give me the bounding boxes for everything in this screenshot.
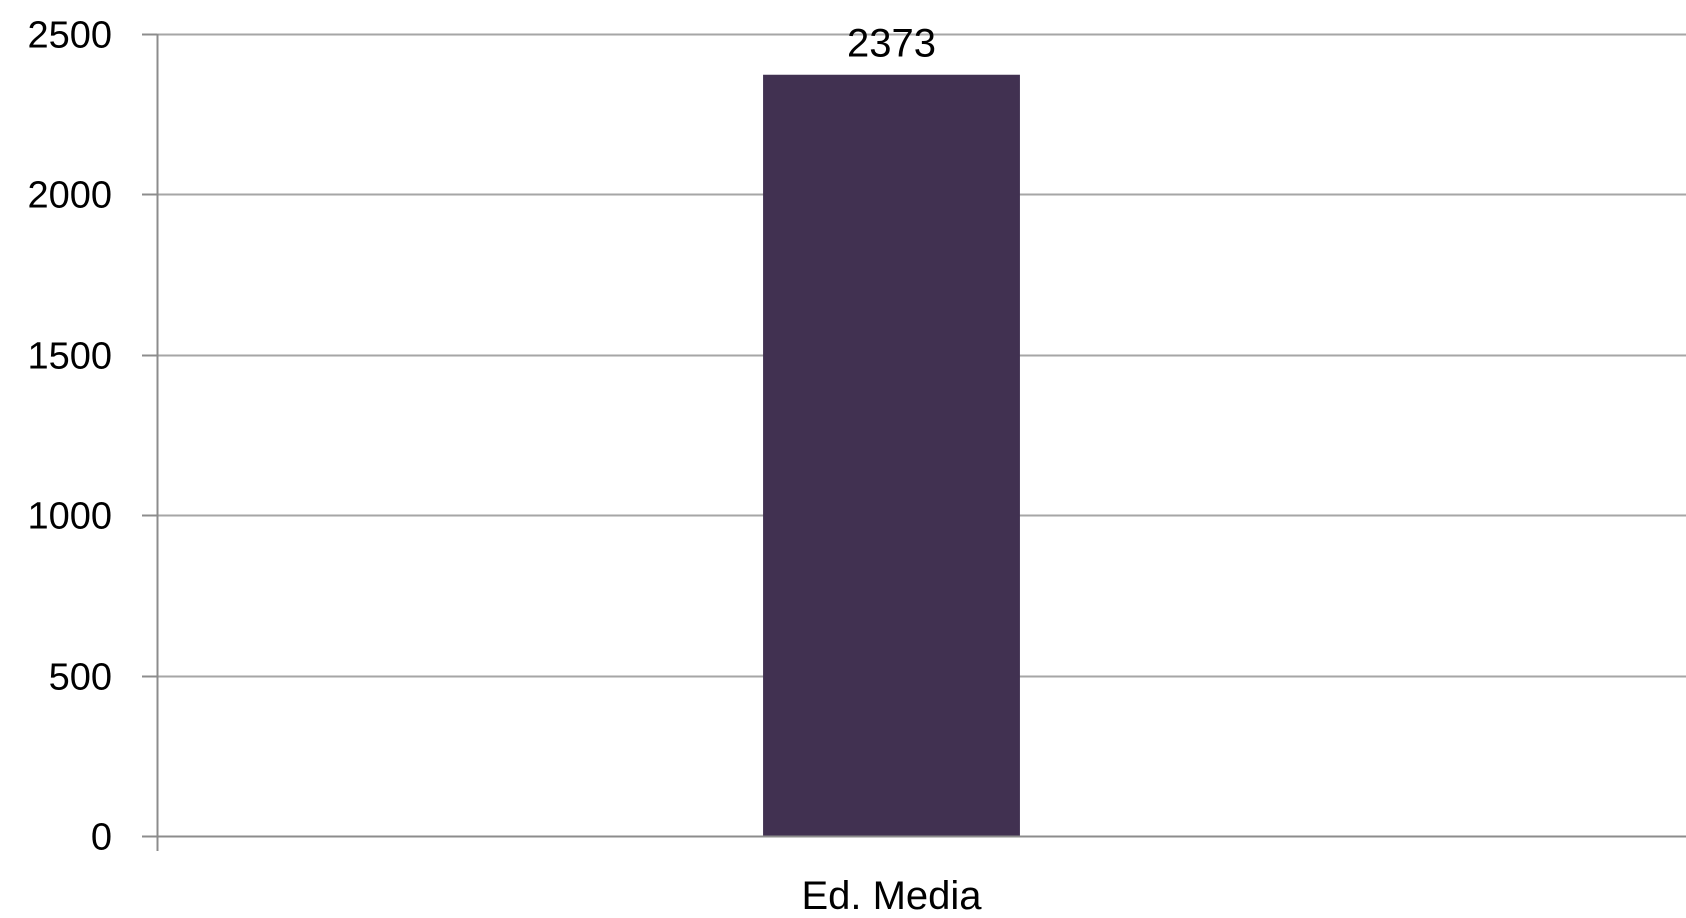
y-tick-label: 1500: [27, 336, 112, 378]
bar-ed-media: [763, 74, 1020, 837]
data-labels: 2373: [847, 22, 936, 66]
y-tick-label: 2500: [27, 15, 112, 57]
data-label: 2373: [847, 22, 936, 66]
y-tick-labels: 0 500 1000 1500 2000 2500: [27, 15, 112, 859]
y-tick-label: 2000: [27, 175, 112, 217]
x-tick-labels: Ed. Media: [801, 874, 982, 918]
y-tick-label: 500: [49, 657, 112, 699]
y-tick-label: 0: [91, 817, 112, 859]
bars: [763, 74, 1020, 837]
axes: [142, 33, 1686, 851]
y-tick-label: 1000: [27, 496, 112, 538]
x-tick-label: Ed. Media: [801, 874, 982, 918]
